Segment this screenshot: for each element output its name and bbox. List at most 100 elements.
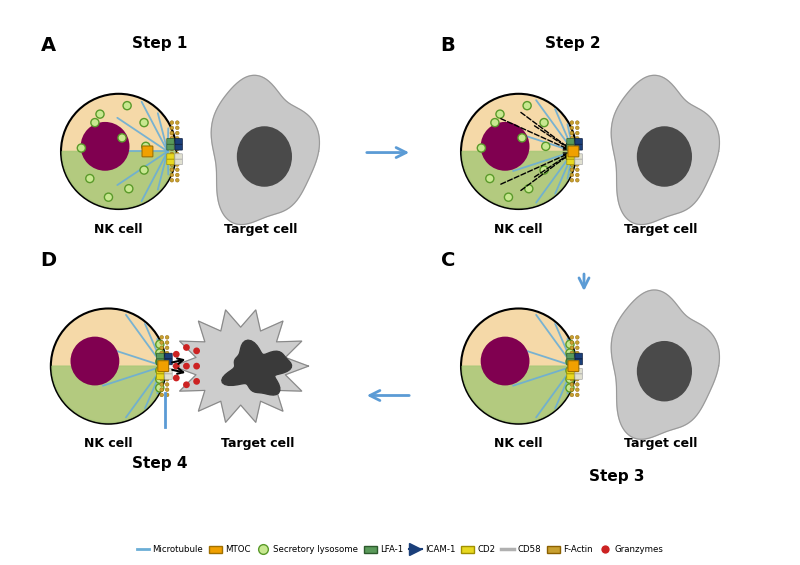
Circle shape <box>570 158 574 161</box>
Circle shape <box>575 126 579 130</box>
Circle shape <box>570 131 574 135</box>
FancyBboxPatch shape <box>165 368 172 374</box>
Circle shape <box>170 158 174 161</box>
Circle shape <box>570 372 574 376</box>
Circle shape <box>166 367 169 371</box>
Circle shape <box>61 94 176 209</box>
Circle shape <box>183 381 190 388</box>
Circle shape <box>160 383 163 386</box>
Circle shape <box>575 121 579 124</box>
FancyBboxPatch shape <box>575 359 582 365</box>
Circle shape <box>170 126 174 130</box>
Text: A: A <box>41 36 56 55</box>
FancyBboxPatch shape <box>158 360 169 372</box>
Polygon shape <box>611 75 719 224</box>
Circle shape <box>575 142 579 145</box>
Circle shape <box>575 341 579 345</box>
Circle shape <box>173 375 180 381</box>
Text: Step 1: Step 1 <box>132 36 187 51</box>
Polygon shape <box>611 290 719 439</box>
Circle shape <box>166 377 169 381</box>
Circle shape <box>194 363 200 370</box>
Circle shape <box>156 367 164 375</box>
Ellipse shape <box>637 341 692 402</box>
FancyBboxPatch shape <box>175 154 182 159</box>
Circle shape <box>142 142 150 150</box>
FancyBboxPatch shape <box>566 368 574 374</box>
Text: Step 3: Step 3 <box>589 470 645 484</box>
Circle shape <box>575 377 579 381</box>
Legend: Microtubule, MTOC, Secretory lysosome, LFA-1, ICAM-1, CD2, CD58, F-Actin, Granzy: Microtubule, MTOC, Secretory lysosome, L… <box>133 542 667 558</box>
Circle shape <box>166 383 169 386</box>
Circle shape <box>166 388 169 392</box>
Text: NK cell: NK cell <box>94 223 143 236</box>
FancyBboxPatch shape <box>157 359 164 365</box>
FancyBboxPatch shape <box>566 138 574 144</box>
Circle shape <box>166 357 169 360</box>
Circle shape <box>570 383 574 386</box>
Circle shape <box>70 337 119 385</box>
FancyBboxPatch shape <box>575 138 582 144</box>
Circle shape <box>575 372 579 376</box>
Circle shape <box>575 336 579 339</box>
FancyBboxPatch shape <box>157 353 164 359</box>
Circle shape <box>140 119 148 127</box>
Circle shape <box>175 168 179 172</box>
Circle shape <box>175 126 179 130</box>
Circle shape <box>166 393 169 397</box>
Circle shape <box>156 358 164 366</box>
Circle shape <box>575 163 579 166</box>
Circle shape <box>175 137 179 140</box>
Circle shape <box>481 337 530 385</box>
Text: B: B <box>441 36 455 55</box>
FancyBboxPatch shape <box>566 359 574 365</box>
Polygon shape <box>462 366 575 423</box>
Circle shape <box>160 362 163 366</box>
Circle shape <box>505 193 513 201</box>
Circle shape <box>566 375 574 383</box>
FancyBboxPatch shape <box>568 360 579 372</box>
Circle shape <box>575 152 579 156</box>
Circle shape <box>491 119 499 127</box>
Circle shape <box>183 363 190 370</box>
Circle shape <box>575 362 579 366</box>
Text: NK cell: NK cell <box>84 437 133 450</box>
FancyBboxPatch shape <box>165 374 172 379</box>
Circle shape <box>160 336 163 339</box>
Circle shape <box>175 131 179 135</box>
FancyBboxPatch shape <box>575 374 582 379</box>
Circle shape <box>570 346 574 350</box>
Circle shape <box>540 166 548 174</box>
Polygon shape <box>211 75 319 224</box>
FancyBboxPatch shape <box>166 159 174 164</box>
Circle shape <box>570 121 574 124</box>
Circle shape <box>160 388 163 392</box>
Circle shape <box>123 102 131 110</box>
Circle shape <box>156 340 164 349</box>
FancyBboxPatch shape <box>566 353 574 359</box>
Circle shape <box>570 142 574 145</box>
Circle shape <box>175 173 179 177</box>
FancyBboxPatch shape <box>175 159 182 164</box>
Circle shape <box>461 94 576 209</box>
FancyBboxPatch shape <box>566 159 574 164</box>
FancyBboxPatch shape <box>175 138 182 144</box>
Circle shape <box>170 121 174 124</box>
Circle shape <box>183 344 190 351</box>
Circle shape <box>81 122 130 171</box>
Circle shape <box>566 340 574 349</box>
Circle shape <box>160 351 163 355</box>
Circle shape <box>575 346 579 350</box>
Circle shape <box>160 341 163 345</box>
Circle shape <box>570 388 574 392</box>
Text: Step 4: Step 4 <box>131 456 187 471</box>
Circle shape <box>566 349 574 357</box>
FancyBboxPatch shape <box>166 144 174 150</box>
Circle shape <box>118 134 126 142</box>
FancyBboxPatch shape <box>566 154 574 159</box>
Circle shape <box>166 336 169 339</box>
Circle shape <box>575 393 579 397</box>
Polygon shape <box>52 366 165 423</box>
Text: Target cell: Target cell <box>624 223 698 236</box>
FancyBboxPatch shape <box>566 144 574 150</box>
